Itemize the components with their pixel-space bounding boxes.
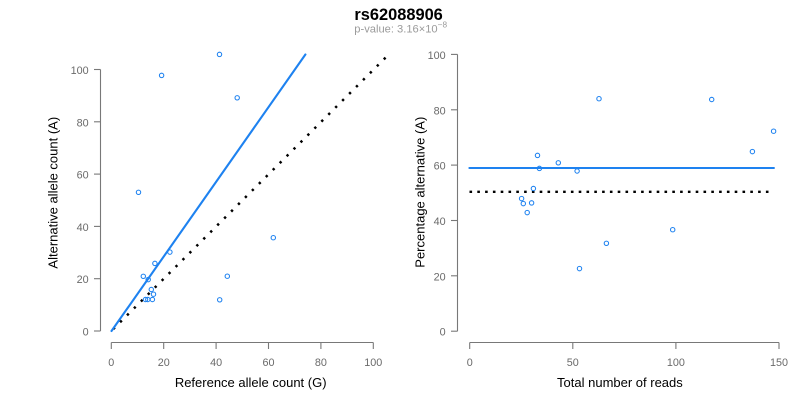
svg-text:80: 80	[315, 357, 327, 369]
svg-text:0: 0	[83, 327, 89, 339]
svg-text:100: 100	[364, 357, 382, 369]
svg-text:100: 100	[428, 50, 446, 62]
svg-text:40: 40	[210, 357, 222, 369]
svg-text:100: 100	[667, 357, 685, 369]
svg-text:Total number of reads: Total number of reads	[557, 375, 683, 390]
svg-text:60: 60	[77, 170, 89, 182]
svg-text:100: 100	[71, 65, 89, 77]
svg-text:Reference allele count (G): Reference allele count (G)	[175, 375, 327, 390]
svg-text:Percentage alternative (A): Percentage alternative (A)	[413, 117, 428, 268]
svg-text:Alternative allele count (A): Alternative allele count (A)	[46, 117, 61, 269]
svg-text:60: 60	[434, 161, 446, 173]
svg-text:rs62088906: rs62088906	[354, 6, 442, 24]
svg-text:40: 40	[434, 216, 446, 228]
svg-text:20: 20	[77, 274, 89, 286]
svg-text:0: 0	[467, 357, 473, 369]
svg-text:p-value: 3.16×10−8: p-value: 3.16×10−8	[354, 20, 447, 36]
svg-text:0: 0	[440, 327, 446, 339]
svg-text:60: 60	[262, 357, 274, 369]
svg-text:0: 0	[108, 357, 114, 369]
svg-text:80: 80	[434, 105, 446, 117]
svg-text:40: 40	[77, 222, 89, 234]
svg-text:50: 50	[567, 357, 579, 369]
svg-text:20: 20	[434, 271, 446, 283]
svg-text:80: 80	[77, 117, 89, 129]
svg-text:150: 150	[770, 357, 788, 369]
svg-text:20: 20	[158, 357, 170, 369]
